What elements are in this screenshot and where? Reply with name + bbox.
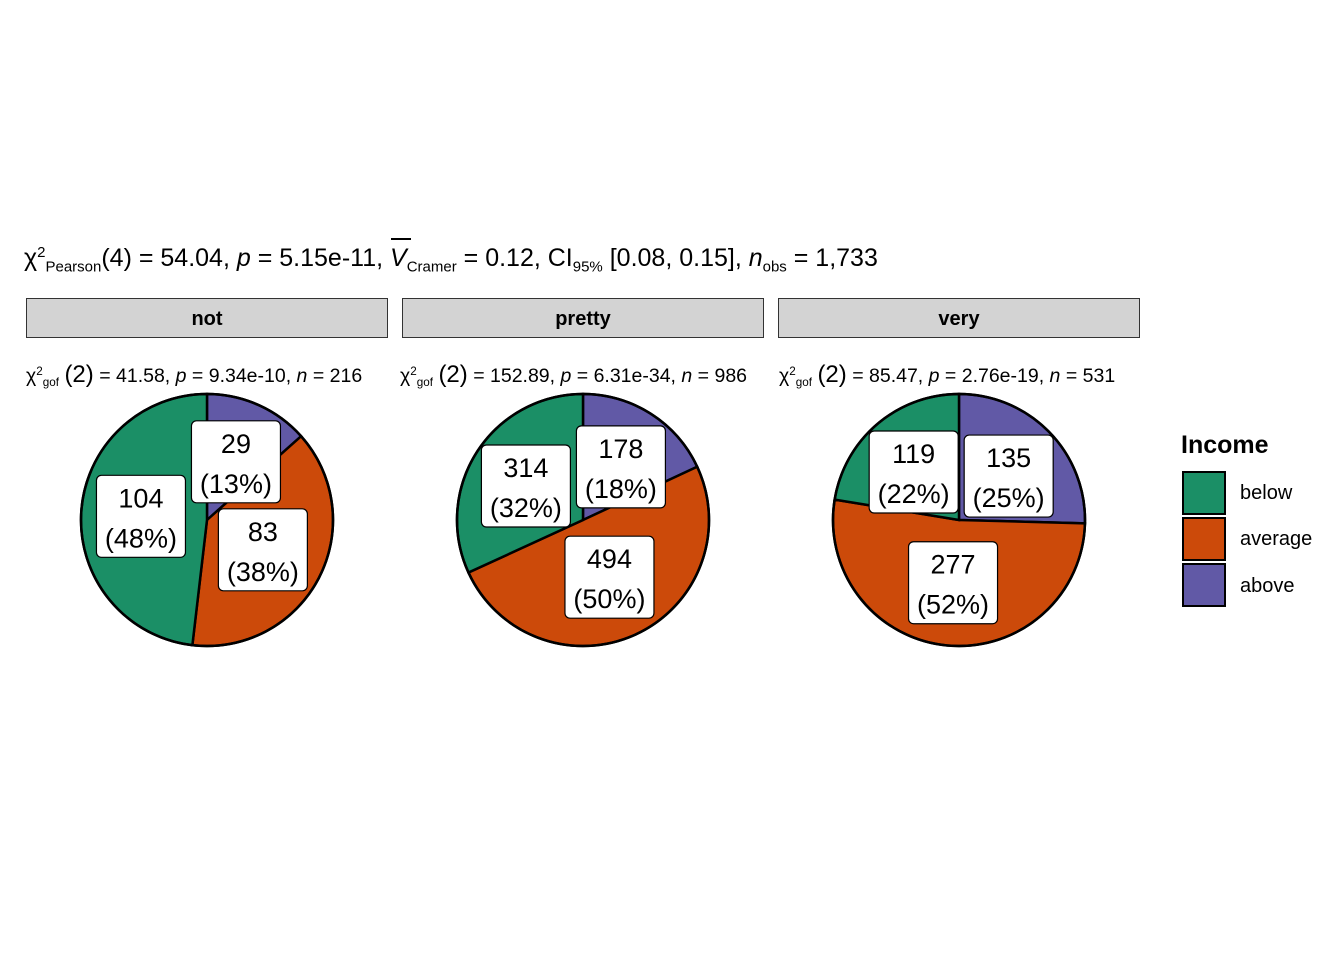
df: (4) <box>101 244 132 272</box>
data-label-very-above-count: 135 <box>986 443 1031 473</box>
data-label-box-not-below <box>95 474 187 558</box>
facet-stat-part: gof <box>795 376 813 390</box>
data-label-not-average-percent: (38%) <box>227 557 299 587</box>
data-label-box-very-average <box>907 541 999 625</box>
ci-value: [0.08, 0.15], <box>602 244 749 272</box>
facet-stat-part: = 85.47, <box>846 365 929 387</box>
facet-stat-part: = 2.76e-19, <box>939 365 1050 387</box>
facet-stat-part: = 41.58, <box>93 365 176 387</box>
facet-stat-part: (2) <box>438 361 468 388</box>
facet-stat-not: χ2gof (2) = 41.58, p = 9.34e-10, n = 216 <box>26 361 388 389</box>
facet-stat-part: 2 <box>789 364 796 378</box>
ci-label: 95% <box>572 258 603 276</box>
legend-label-average: average <box>1240 528 1313 550</box>
data-label-box-not-average <box>217 508 308 592</box>
facet-stat-part: n <box>296 365 308 387</box>
data-label-very-above-percent: (25%) <box>973 483 1045 513</box>
data-label-not-above-percent: (13%) <box>200 469 272 499</box>
data-label-not-above-count: 29 <box>221 429 251 459</box>
data-label-box-very-below <box>868 430 959 514</box>
facet-stat-very: χ2gof (2) = 85.47, p = 2.76e-19, n = 531 <box>779 361 1141 389</box>
pie-outline-very <box>831 392 1087 648</box>
data-label-not-below-count: 104 <box>118 483 163 513</box>
facet-stat-part: = 986 <box>692 365 748 387</box>
chart-subtitle: χ2Pearson(4) = 54.04, p = 5.15e-11, VCra… <box>24 238 878 276</box>
pie-outline-pretty <box>455 392 711 648</box>
data-label-very-average-count: 277 <box>931 550 976 580</box>
legend-key-above <box>1182 563 1226 607</box>
cramer-v-symbol: V <box>390 238 411 272</box>
data-label-pretty-average-percent: (50%) <box>573 584 645 614</box>
data-label-box-not-above <box>190 420 282 504</box>
data-label-pretty-below-percent: (32%) <box>490 493 562 523</box>
data-label-not-average-count: 83 <box>248 517 278 547</box>
legend-label-below: below <box>1240 482 1293 504</box>
facet-stat-part: = 216 <box>307 365 363 387</box>
facet-stat-part: gof <box>416 376 434 390</box>
facet-stat-part: 2 <box>36 364 43 378</box>
n-label: n <box>748 244 763 272</box>
data-label-pretty-above-percent: (18%) <box>585 474 657 504</box>
pearson-chi-power: 2 <box>37 244 46 261</box>
stat-value: = 54.04, <box>131 244 237 272</box>
facet-strip-not: not <box>26 298 388 338</box>
facet-stat-part: 2 <box>410 364 417 378</box>
data-label-box-pretty-above <box>575 425 667 509</box>
facet-stat-part: p <box>560 365 572 387</box>
facet-stat-part: p <box>928 365 940 387</box>
facet-stat-part: = 152.89, <box>467 365 561 387</box>
legend-label-above: above <box>1240 575 1295 597</box>
pearson-label: Pearson <box>45 258 102 276</box>
data-label-pretty-average-count: 494 <box>587 544 632 574</box>
facet-stat-part: = 9.34e-10, <box>186 365 297 387</box>
p-label: p <box>236 244 251 272</box>
data-label-box-very-above <box>963 434 1054 518</box>
data-label-very-below-percent: (22%) <box>878 479 950 509</box>
pearson-chi-symbol: χ <box>24 244 38 272</box>
cramer-label: Cramer <box>406 258 457 276</box>
data-label-very-average-percent: (52%) <box>917 590 989 620</box>
data-label-very-below-count: 119 <box>892 439 935 469</box>
facet-stat-part: χ <box>26 365 37 387</box>
facet-stat-part: (2) <box>64 361 94 388</box>
data-label-box-pretty-below <box>480 444 572 528</box>
facet-strip-pretty: pretty <box>402 298 764 338</box>
facet-stat-part: (2) <box>817 361 847 388</box>
facet-strip-very: very <box>778 298 1140 338</box>
facet-stat-part: gof <box>42 376 60 390</box>
data-label-box-pretty-average <box>564 535 655 619</box>
effect-value: = 0.12, CI <box>456 244 573 272</box>
facet-stat-pretty: χ2gof (2) = 152.89, p = 6.31e-34, n = 98… <box>400 361 762 389</box>
legend-key-below <box>1182 471 1226 515</box>
legend-title: Income <box>1181 431 1269 459</box>
facet-stat-part: = 6.31e-34, <box>571 365 682 387</box>
data-label-not-below-percent: (48%) <box>105 523 177 553</box>
facet-stat-part: = 531 <box>1060 365 1116 387</box>
data-label-pretty-above-count: 178 <box>598 434 643 464</box>
legend-key-average <box>1182 517 1226 561</box>
facet-stat-part: p <box>175 365 187 387</box>
data-label-pretty-below-count: 314 <box>503 453 548 483</box>
pie-outline-not <box>79 392 335 648</box>
facet-stat-part: n <box>681 365 693 387</box>
facet-stat-part: χ <box>779 365 790 387</box>
facet-stat-part: n <box>1049 365 1061 387</box>
p-value: = 5.15e-11, <box>250 244 390 272</box>
facet-stat-part: χ <box>400 365 411 387</box>
n-value: = 1,733 <box>786 244 878 272</box>
n-obs-label: obs <box>762 258 787 276</box>
